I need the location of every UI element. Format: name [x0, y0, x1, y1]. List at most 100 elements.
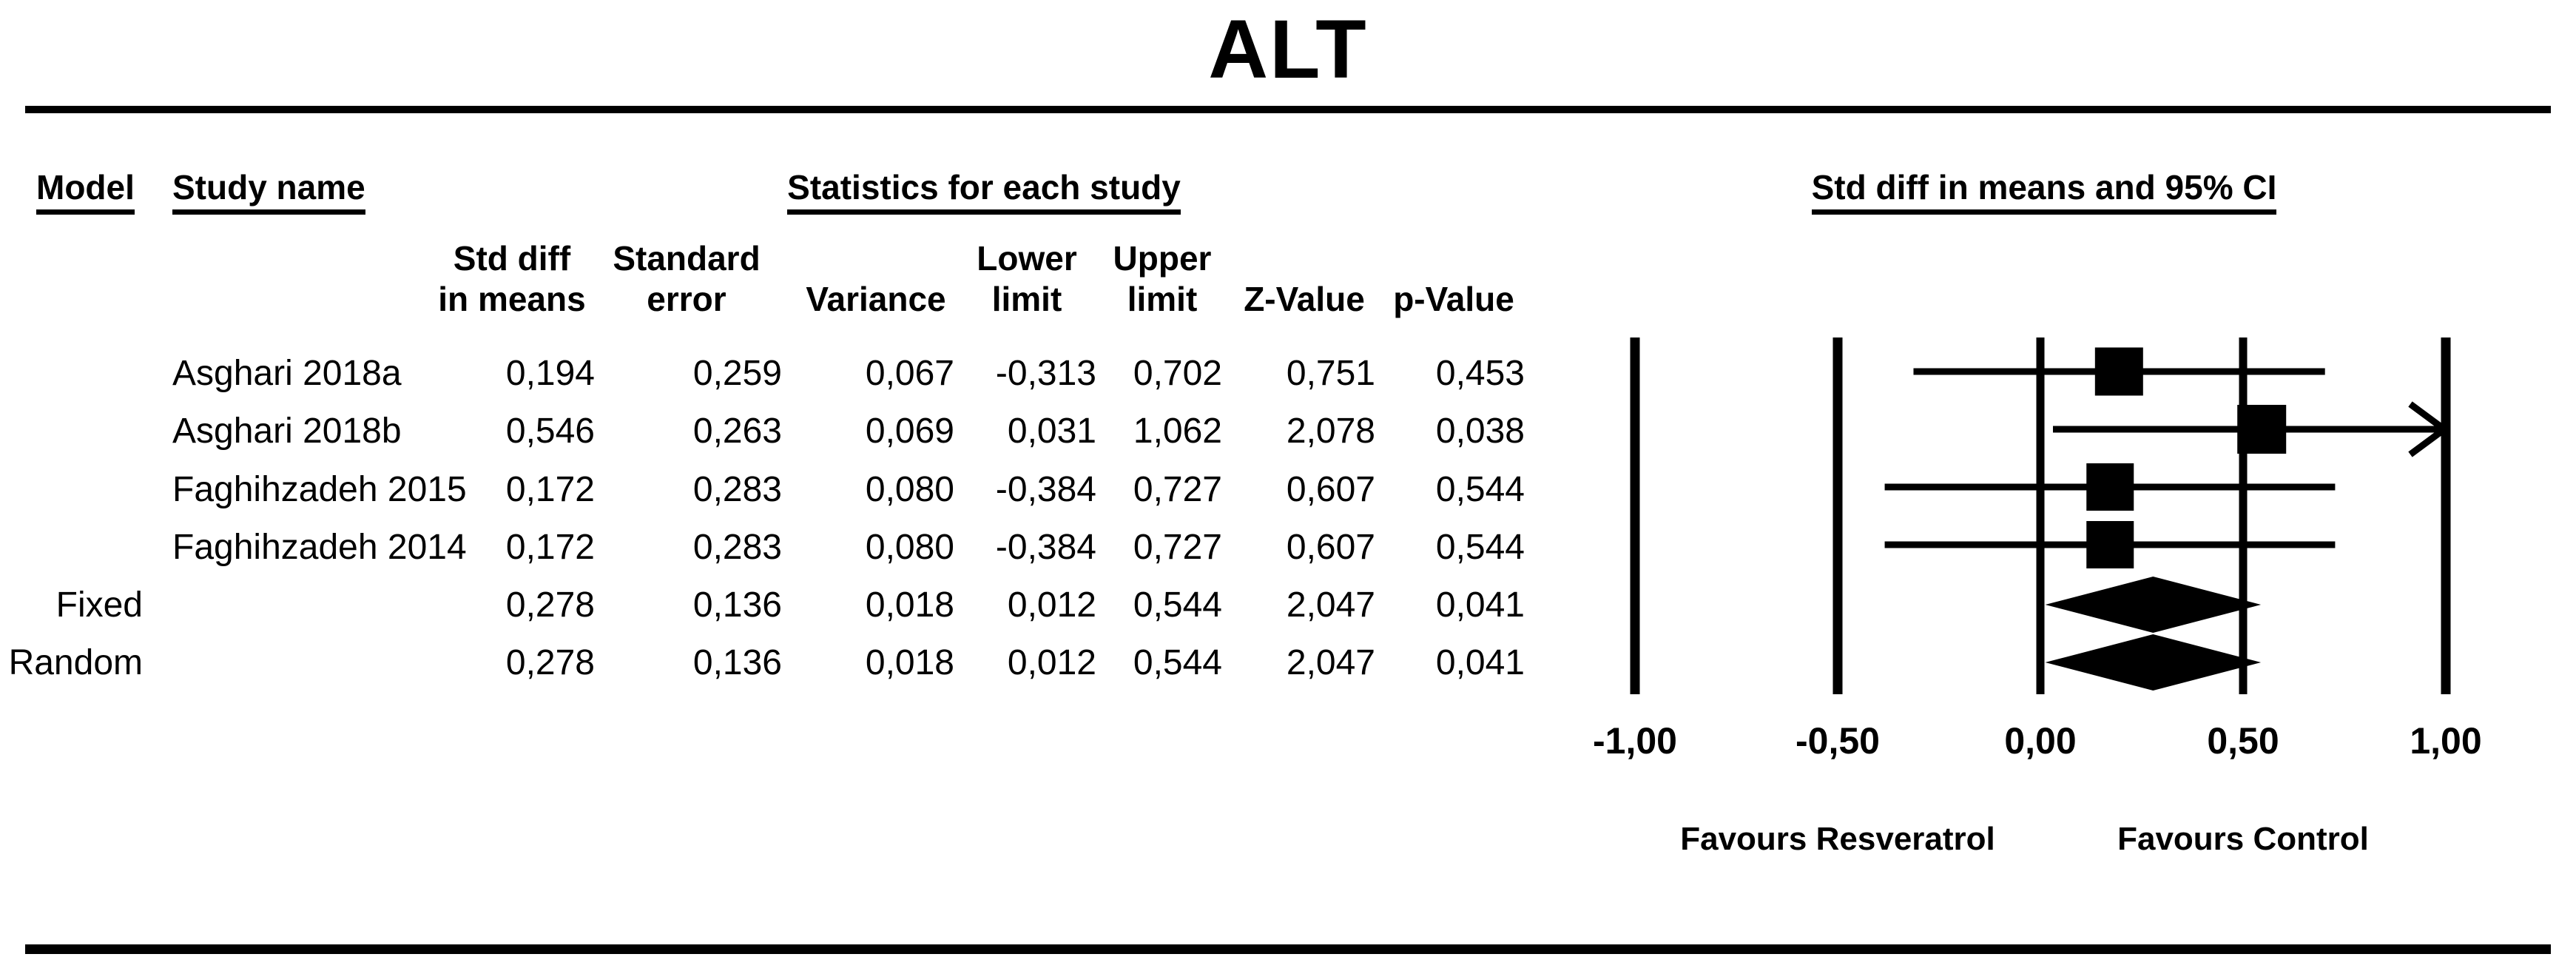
- std-diff-cell: 0,278: [505, 585, 595, 625]
- col-header-line: limit: [991, 280, 1062, 318]
- p-value-cell: 0,041: [1435, 643, 1525, 682]
- p-value-cell: 0,544: [1435, 470, 1525, 509]
- axis-tick-label: -0,50: [1796, 720, 1880, 762]
- standard-error-cell: 0,263: [692, 412, 782, 451]
- standard-error-cell: 0,283: [692, 528, 782, 567]
- col-header-z-value: Z-Value: [1171, 238, 1437, 320]
- z-value-cell: 2,078: [1286, 412, 1375, 451]
- lower-limit-cell: 0,031: [1007, 412, 1096, 451]
- z-value-cell: 0,607: [1286, 528, 1375, 567]
- table-row: Asghari 2018b 0,546 0,263 0,069 0,031 1,…: [0, 403, 1568, 460]
- effect-square: [2094, 347, 2143, 396]
- standard-error-cell: 0,283: [692, 470, 782, 509]
- std-diff-cell: 0,194: [505, 354, 595, 393]
- axis-gridline: [1630, 337, 1640, 694]
- top-rule: [25, 106, 2551, 113]
- col-header-line: p-Value: [1393, 280, 1514, 318]
- col-header-standard-error: Standard error: [553, 238, 820, 320]
- col-header-line: in means: [438, 280, 586, 318]
- page-title: ALT: [1208, 3, 1368, 95]
- z-value-cell: 0,607: [1286, 470, 1375, 509]
- study-name-cell: Faghihzadeh 2015: [172, 470, 467, 509]
- standard-error-cell: 0,136: [692, 585, 782, 625]
- p-value-cell: 0,453: [1435, 354, 1525, 393]
- axis-gridline: [2036, 337, 2045, 694]
- upper-limit-cell: 0,544: [1133, 585, 1222, 625]
- model-cell: Fixed: [55, 585, 143, 625]
- col-group-statistics: Statistics for each study: [614, 169, 1354, 215]
- std-diff-cell: 0,546: [505, 412, 595, 451]
- col-header-upper-limit: Upper limit: [1029, 238, 1295, 320]
- lower-limit-cell: 0,012: [1007, 643, 1096, 682]
- axis-gridline: [2239, 337, 2248, 694]
- favours-left-label: Favours Resveratrol: [1680, 821, 1995, 857]
- model-cell: Random: [8, 643, 143, 682]
- col-header-line: limit: [1127, 280, 1198, 318]
- z-value-cell: 2,047: [1286, 585, 1375, 625]
- lower-limit-cell: -0,313: [995, 354, 1096, 393]
- col-header-study-name: Study name: [172, 169, 365, 215]
- variance-cell: 0,069: [865, 412, 954, 451]
- axis-tick-label: 1,00: [2410, 720, 2482, 762]
- col-group-plot: Std diff in means and 95% CI: [1674, 169, 2414, 215]
- table-row: Faghihzadeh 2014 0,172 0,283 0,080 -0,38…: [0, 519, 1568, 577]
- axis-tick-label: 0,50: [2207, 720, 2279, 762]
- upper-limit-cell: 1,062: [1133, 412, 1222, 451]
- col-header-line: Std diff: [453, 239, 571, 278]
- effect-square: [2237, 405, 2287, 454]
- effect-square: [2086, 521, 2134, 568]
- col-header-std-diff-in-means: Std diff in means: [379, 238, 645, 320]
- z-value-cell: 0,751: [1286, 354, 1375, 393]
- std-diff-cell: 0,172: [505, 470, 595, 509]
- p-value-cell: 0,544: [1435, 528, 1525, 567]
- variance-cell: 0,018: [865, 585, 954, 625]
- std-diff-cell: 0,278: [505, 643, 595, 682]
- summary-diamond: [2045, 634, 2262, 691]
- upper-limit-cell: 0,727: [1133, 528, 1222, 567]
- axis-tick-label: 0,00: [2004, 720, 2077, 762]
- ci-arrow-right: [2408, 401, 2450, 457]
- table-row: Fixed 0,278 0,136 0,018 0,012 0,544 2,04…: [0, 577, 1568, 634]
- study-name-cell: Asghari 2018b: [172, 412, 402, 451]
- axis-gridline: [2441, 337, 2451, 694]
- effect-square: [2086, 463, 2134, 511]
- col-header-model: Model: [36, 169, 135, 215]
- col-header-variance: Variance: [743, 238, 1009, 320]
- study-name-cell: Asghari 2018a: [172, 354, 402, 393]
- upper-limit-cell: 0,544: [1133, 643, 1222, 682]
- col-header-model-label: Model: [36, 169, 135, 215]
- table-row: Faghihzadeh 2015 0,172 0,283 0,080 -0,38…: [0, 461, 1568, 519]
- bottom-rule: [25, 944, 2551, 954]
- col-header-study-name-label: Study name: [172, 169, 365, 215]
- upper-limit-cell: 0,727: [1133, 470, 1222, 509]
- col-header-line: Standard: [613, 239, 761, 278]
- lower-limit-cell: -0,384: [995, 528, 1096, 567]
- col-group-plot-label: Std diff in means and 95% CI: [1811, 169, 2277, 215]
- p-value-cell: 0,038: [1435, 412, 1525, 451]
- col-header-p-value: p-Value: [1321, 238, 1587, 320]
- study-name-cell: Faghihzadeh 2014: [172, 528, 467, 567]
- axis-gridline: [1832, 337, 1843, 694]
- lower-limit-cell: -0,384: [995, 470, 1096, 509]
- col-header-line: Variance: [806, 280, 946, 318]
- axis-tick-label: -1,00: [1593, 720, 1677, 762]
- summary-diamond: [2045, 577, 2262, 633]
- variance-cell: 0,080: [865, 470, 954, 509]
- col-header-line: Upper: [1113, 239, 1212, 278]
- variance-cell: 0,080: [865, 528, 954, 567]
- col-header-lower-limit: Lower limit: [894, 238, 1160, 320]
- standard-error-cell: 0,259: [692, 354, 782, 393]
- table-row: Random 0,278 0,136 0,018 0,012 0,544 2,0…: [0, 634, 1568, 692]
- upper-limit-cell: 0,702: [1133, 354, 1222, 393]
- col-group-statistics-label: Statistics for each study: [787, 169, 1181, 215]
- table-row: Asghari 2018a 0,194 0,259 0,067 -0,313 0…: [0, 345, 1568, 403]
- favours-right-label: Favours Control: [2117, 821, 2369, 857]
- lower-limit-cell: 0,012: [1007, 585, 1096, 625]
- standard-error-cell: 0,136: [692, 643, 782, 682]
- col-header-line: Lower: [977, 239, 1077, 278]
- col-header-line: Z-Value: [1244, 280, 1365, 318]
- z-value-cell: 2,047: [1286, 643, 1375, 682]
- p-value-cell: 0,041: [1435, 585, 1525, 625]
